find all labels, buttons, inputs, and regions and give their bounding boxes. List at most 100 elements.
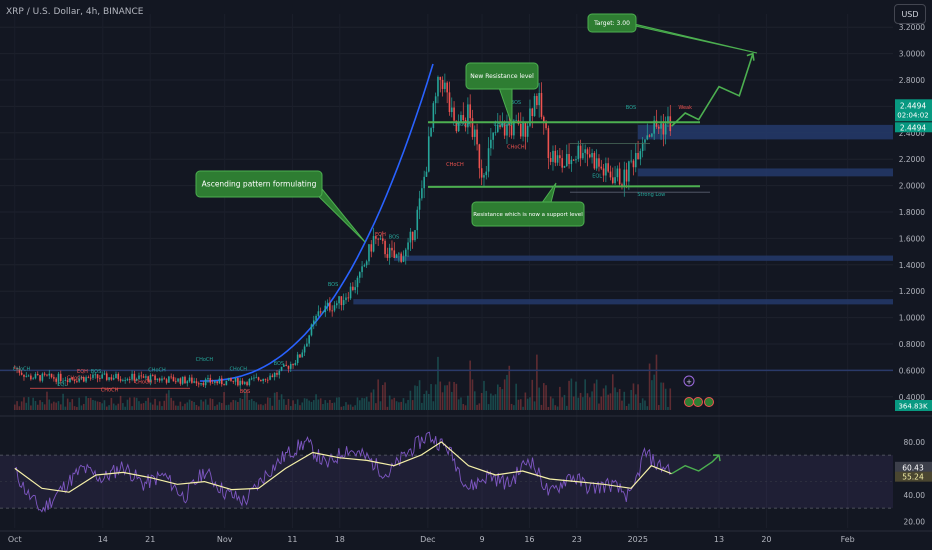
- candle-body: [301, 352, 304, 358]
- candle-body: [165, 379, 168, 383]
- volume-bar: [128, 397, 131, 410]
- volume-bar: [264, 403, 267, 410]
- candle-body: [444, 82, 446, 89]
- volume-bar: [117, 403, 120, 410]
- candle-body: [317, 311, 320, 316]
- volume-bar: [418, 380, 421, 410]
- candle-body: [559, 155, 561, 159]
- volume-bar: [273, 392, 276, 410]
- volume-bar: [361, 397, 363, 410]
- candle-body: [133, 373, 136, 381]
- candle-body: [565, 154, 568, 166]
- volume-bar: [446, 385, 448, 410]
- volume-bar: [53, 401, 55, 410]
- candle-body: [214, 381, 216, 383]
- event-plus-icon[interactable]: [683, 375, 695, 387]
- volume-bar: [50, 403, 53, 410]
- volume-bar: [142, 403, 145, 410]
- volume-bar: [23, 397, 25, 410]
- volume-bar: [46, 391, 48, 410]
- candle-body: [230, 377, 232, 381]
- volume-bar: [246, 390, 248, 410]
- candle-body: [506, 124, 508, 136]
- volume-bar: [338, 397, 340, 410]
- volume-bar: [57, 401, 60, 410]
- candle-body: [485, 171, 488, 176]
- price-tick-label: 3.2000: [899, 23, 925, 32]
- candle-body: [322, 312, 324, 313]
- candle-body: [586, 149, 589, 155]
- volume-bar: [577, 397, 580, 410]
- volume-bar: [87, 398, 90, 410]
- structure-label: CHoCH: [13, 366, 31, 372]
- candle-body: [651, 133, 653, 137]
- volume-bar: [513, 405, 515, 410]
- candle-body: [375, 236, 377, 239]
- volume-bar: [108, 405, 110, 410]
- volume-bar: [156, 405, 159, 410]
- structure-label: CHoCH: [494, 122, 512, 128]
- volume-bar: [43, 404, 46, 410]
- event-icon[interactable]: [693, 397, 703, 407]
- candle-body: [462, 115, 465, 120]
- candle-body: [32, 378, 34, 380]
- volume-bar: [342, 406, 345, 410]
- volume-bar: [78, 397, 80, 410]
- volume-bar: [381, 384, 384, 410]
- candle-body: [237, 378, 239, 386]
- candle-body: [115, 373, 117, 379]
- volume-bar: [345, 402, 347, 410]
- volume-bar: [549, 396, 552, 410]
- candle-body: [64, 380, 67, 382]
- candle-body: [664, 123, 667, 135]
- candle-body: [430, 128, 432, 137]
- volume-bar: [80, 405, 83, 410]
- demand-zone: [393, 255, 893, 261]
- candle-body: [575, 159, 577, 161]
- volume-bar: [243, 388, 246, 410]
- candle-body: [264, 378, 267, 380]
- candle-body: [538, 93, 540, 106]
- time-tick-label: Feb: [841, 535, 855, 544]
- event-icon[interactable]: [684, 397, 694, 407]
- candle-body: [526, 125, 529, 137]
- candle-body: [602, 168, 605, 176]
- volume-bar: [317, 399, 320, 410]
- volume-bar: [257, 404, 260, 410]
- candle-body: [653, 120, 655, 134]
- volume-bar: [404, 403, 407, 410]
- candle-body: [16, 367, 18, 370]
- candle-body: [266, 379, 269, 381]
- volume-bar: [55, 402, 57, 410]
- volume-bar: [411, 400, 414, 410]
- candle-body: [473, 129, 476, 137]
- volume-bar: [227, 404, 230, 410]
- volume-bar: [266, 397, 269, 410]
- event-icon[interactable]: [704, 397, 714, 407]
- volume-bar: [506, 374, 508, 410]
- candle-body: [402, 256, 405, 262]
- currency-button[interactable]: USD: [894, 4, 926, 24]
- candle-body: [432, 103, 435, 129]
- countdown-label: 02:04:02: [897, 111, 928, 119]
- candle-body: [487, 148, 490, 172]
- candle-body: [552, 150, 554, 162]
- candle-body: [404, 249, 407, 257]
- candle-body: [250, 378, 253, 380]
- volume-bar: [71, 399, 74, 410]
- volume-bar: [218, 402, 221, 410]
- time-tick-label: Nov: [217, 535, 233, 544]
- volume-bar: [460, 397, 462, 410]
- resistance-lines: [427, 121, 710, 193]
- candle-body: [112, 378, 115, 380]
- candle-body: [614, 177, 616, 184]
- candle-body: [170, 376, 172, 378]
- candle-body: [480, 168, 483, 178]
- volume-bar: [172, 400, 175, 410]
- rsi-ma-label: 55.24: [902, 473, 924, 482]
- volume-bar: [386, 406, 389, 410]
- volume-bar: [89, 397, 92, 410]
- candles: [13, 73, 672, 390]
- candle-body: [179, 378, 182, 384]
